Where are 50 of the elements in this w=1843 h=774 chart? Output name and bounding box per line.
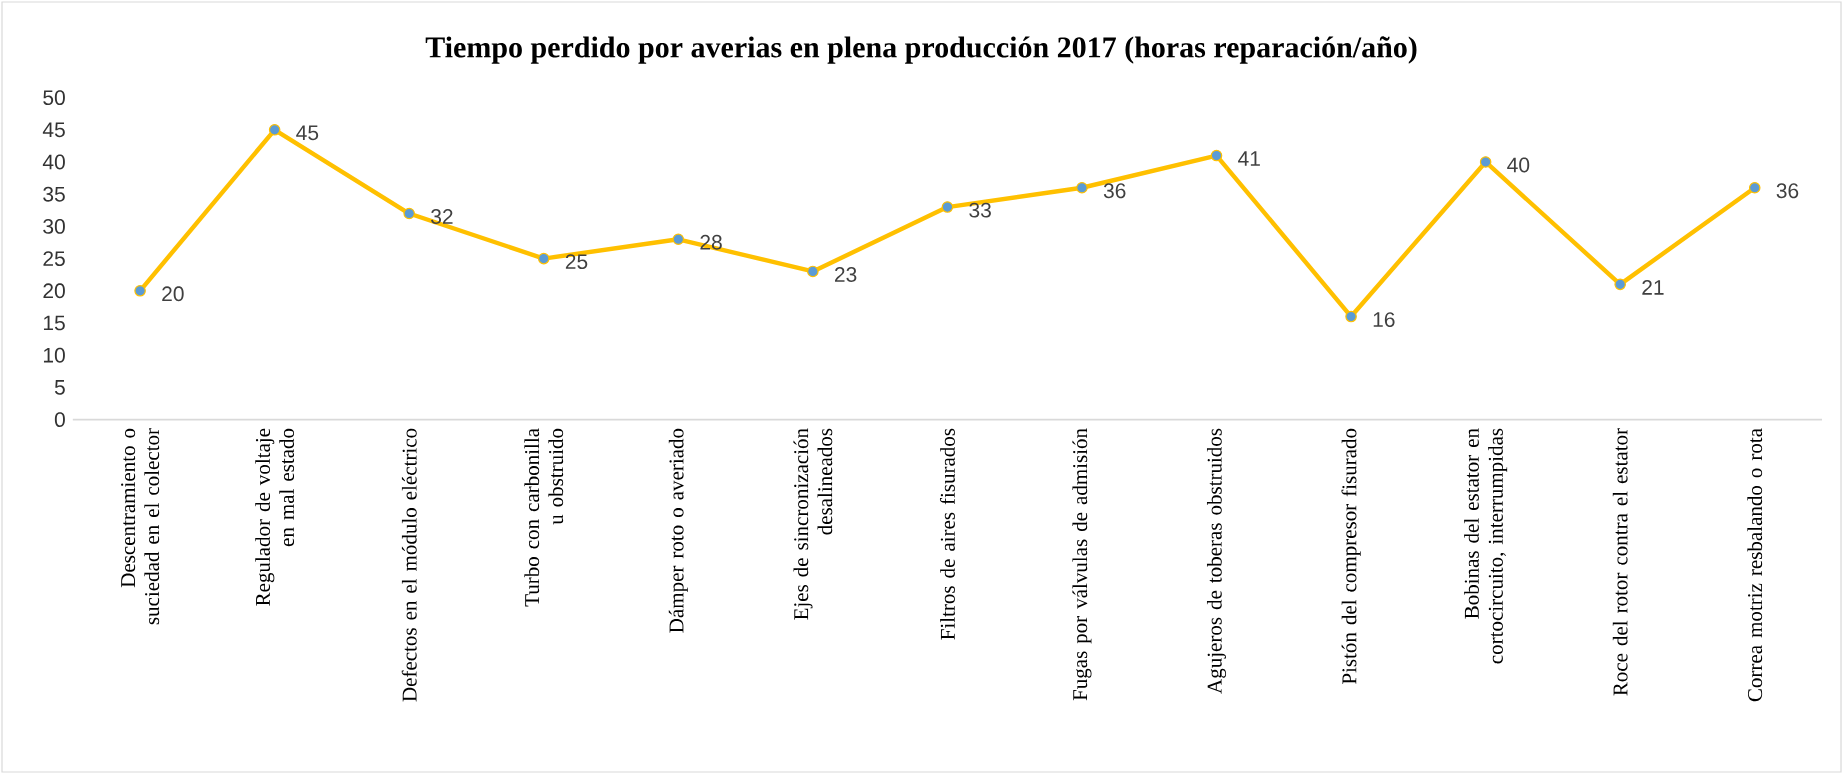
y-tick-label: 20 xyxy=(43,283,65,299)
point xyxy=(1748,181,1761,194)
x-tick-label: Correa motriz resbalando o rota xyxy=(1747,428,1763,702)
data-label: 25 xyxy=(565,254,588,270)
y-tick-label: 40 xyxy=(42,154,65,170)
point xyxy=(134,284,146,297)
data-label: 21 xyxy=(1642,280,1664,295)
x-tick-label: Defectos en el módulo eléctrico xyxy=(401,428,417,702)
data-label: 33 xyxy=(969,202,991,218)
x-tick-label: Filtros de aires fisurados xyxy=(939,428,955,640)
y-tick-label: 45 xyxy=(42,122,65,138)
y-tick-label: 30 xyxy=(43,218,65,234)
point xyxy=(1479,156,1492,168)
point xyxy=(672,233,685,246)
point xyxy=(1345,310,1357,323)
y-tick-label: 0 xyxy=(54,412,65,428)
x-tick-label: Bobinas del estator en cortocircuito, interrumpidas xyxy=(1464,428,1508,664)
y-tick-label: 15 xyxy=(43,315,65,331)
point xyxy=(1614,278,1626,291)
x-tick-label: Ejes de sincronización desalineados xyxy=(793,428,833,620)
data-label: 45 xyxy=(296,125,319,141)
x-tick-label: Regulador de voltaje en mal estado xyxy=(255,428,295,606)
data-label: 36 xyxy=(1103,183,1126,199)
y-tick-label: 5 xyxy=(54,380,65,395)
point xyxy=(537,252,550,265)
x-tick-label: Fugas por válvulas de admisión xyxy=(1072,428,1092,701)
data-label: 32 xyxy=(431,209,453,224)
data-label: 36 xyxy=(1776,183,1799,199)
point xyxy=(1210,149,1223,162)
point xyxy=(268,123,281,136)
y-tick-label: 10 xyxy=(43,347,65,363)
data-label: 23 xyxy=(834,267,857,282)
chart-title: Tiempo perdido por averias en plena producción 2017 (horas reparación/año) xyxy=(425,36,1417,64)
y-tick-label: 35 xyxy=(43,186,65,202)
data-label: 20 xyxy=(162,286,184,302)
x-tick-label: Agujeros de toberas obstruidos xyxy=(1206,428,1227,694)
y-tick-label: 25 xyxy=(43,251,65,267)
data-label: 16 xyxy=(1373,312,1395,327)
x-tick-label: Dámper roto o averiado xyxy=(668,428,688,633)
x-tick-label: Roce del rotor contra el estator xyxy=(1612,428,1628,696)
x-tick-label: Pistón del compresor fisurado xyxy=(1341,428,1361,685)
data-label: 41 xyxy=(1238,151,1260,166)
point xyxy=(1076,181,1088,194)
x-tick-label: Descentramiento o suciedad en el colector xyxy=(121,428,160,625)
x-tick-label: Turbo con carbonilla u obstruido xyxy=(524,428,564,607)
y-tick-label: 50 xyxy=(43,90,65,106)
point xyxy=(403,207,415,220)
data-label: 40 xyxy=(1507,157,1530,173)
point xyxy=(941,201,954,213)
point xyxy=(807,265,819,278)
